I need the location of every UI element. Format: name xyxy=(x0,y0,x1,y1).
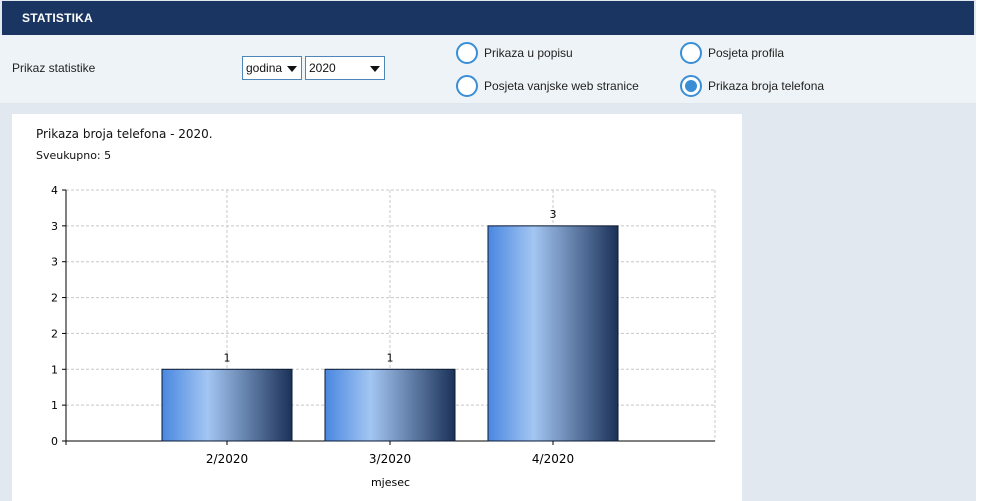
x-tick-label: 4/2020 xyxy=(532,452,574,466)
chart-panel: Prikaza broja telefona - 2020. Sveukupno… xyxy=(12,114,742,501)
radio-label: Posjeta profila xyxy=(708,46,785,60)
bar-chart: 0 1 1 2 2 3 3 4 1 2/2020 1 3/2020 3 4/2020 mjesec xyxy=(51,184,716,489)
y-tick-label: 2 xyxy=(51,292,58,305)
y-tick-label: 3 xyxy=(51,256,58,269)
chart-total: Sveukupno: 5 xyxy=(36,149,112,162)
side-strip xyxy=(976,0,996,501)
y-tick-label: 4 xyxy=(51,184,58,197)
radio-circle-icon xyxy=(680,42,702,64)
bar-value-label: 1 xyxy=(224,351,231,364)
radio-phone-views[interactable]: Prikaza broja telefona xyxy=(680,75,824,97)
y-tick-label: 2 xyxy=(51,327,58,340)
radio-circle-icon xyxy=(680,75,702,97)
bar xyxy=(487,225,619,442)
bar-value-label: 3 xyxy=(550,208,557,221)
radio-profile-visits[interactable]: Posjeta profila xyxy=(680,42,784,64)
bar xyxy=(324,368,456,442)
chart-title: Prikaza broja telefona - 2020. xyxy=(36,127,213,141)
display-statistics-label: Prikaz statistike xyxy=(12,61,96,75)
y-tick-label: 3 xyxy=(51,220,58,233)
y-tick-label: 1 xyxy=(51,399,58,412)
radio-list-views[interactable]: Prikaza u popisu xyxy=(456,42,573,64)
section-title: STATISTIKA xyxy=(22,11,93,25)
radio-label: Posjeta vanjske web stranice xyxy=(484,79,639,93)
bar xyxy=(161,368,293,442)
radio-circle-icon xyxy=(456,42,478,64)
radio-website-visits[interactable]: Posjeta vanjske web stranice xyxy=(456,75,639,97)
chevron-down-icon xyxy=(370,66,380,72)
section-header: STATISTIKA xyxy=(2,1,974,35)
radio-label: Prikaza broja telefona xyxy=(708,79,825,93)
period-select-value: godina xyxy=(246,61,283,75)
chevron-down-icon xyxy=(287,66,297,72)
y-tick-label: 1 xyxy=(51,363,58,376)
period-select[interactable]: godina xyxy=(242,56,302,80)
y-tick-label: 0 xyxy=(51,435,58,448)
year-select-value: 2020 xyxy=(309,61,336,75)
year-select[interactable]: 2020 xyxy=(305,56,385,80)
x-tick-label: 3/2020 xyxy=(369,452,411,466)
x-axis-title: mjesec xyxy=(371,476,410,489)
bar-value-label: 1 xyxy=(387,351,394,364)
x-tick-label: 2/2020 xyxy=(206,452,248,466)
controls-bar: Prikaz statistike godina 2020 Prikaza u … xyxy=(0,35,976,104)
radio-label: Prikaza u popisu xyxy=(484,46,573,60)
radio-circle-icon xyxy=(456,75,478,97)
